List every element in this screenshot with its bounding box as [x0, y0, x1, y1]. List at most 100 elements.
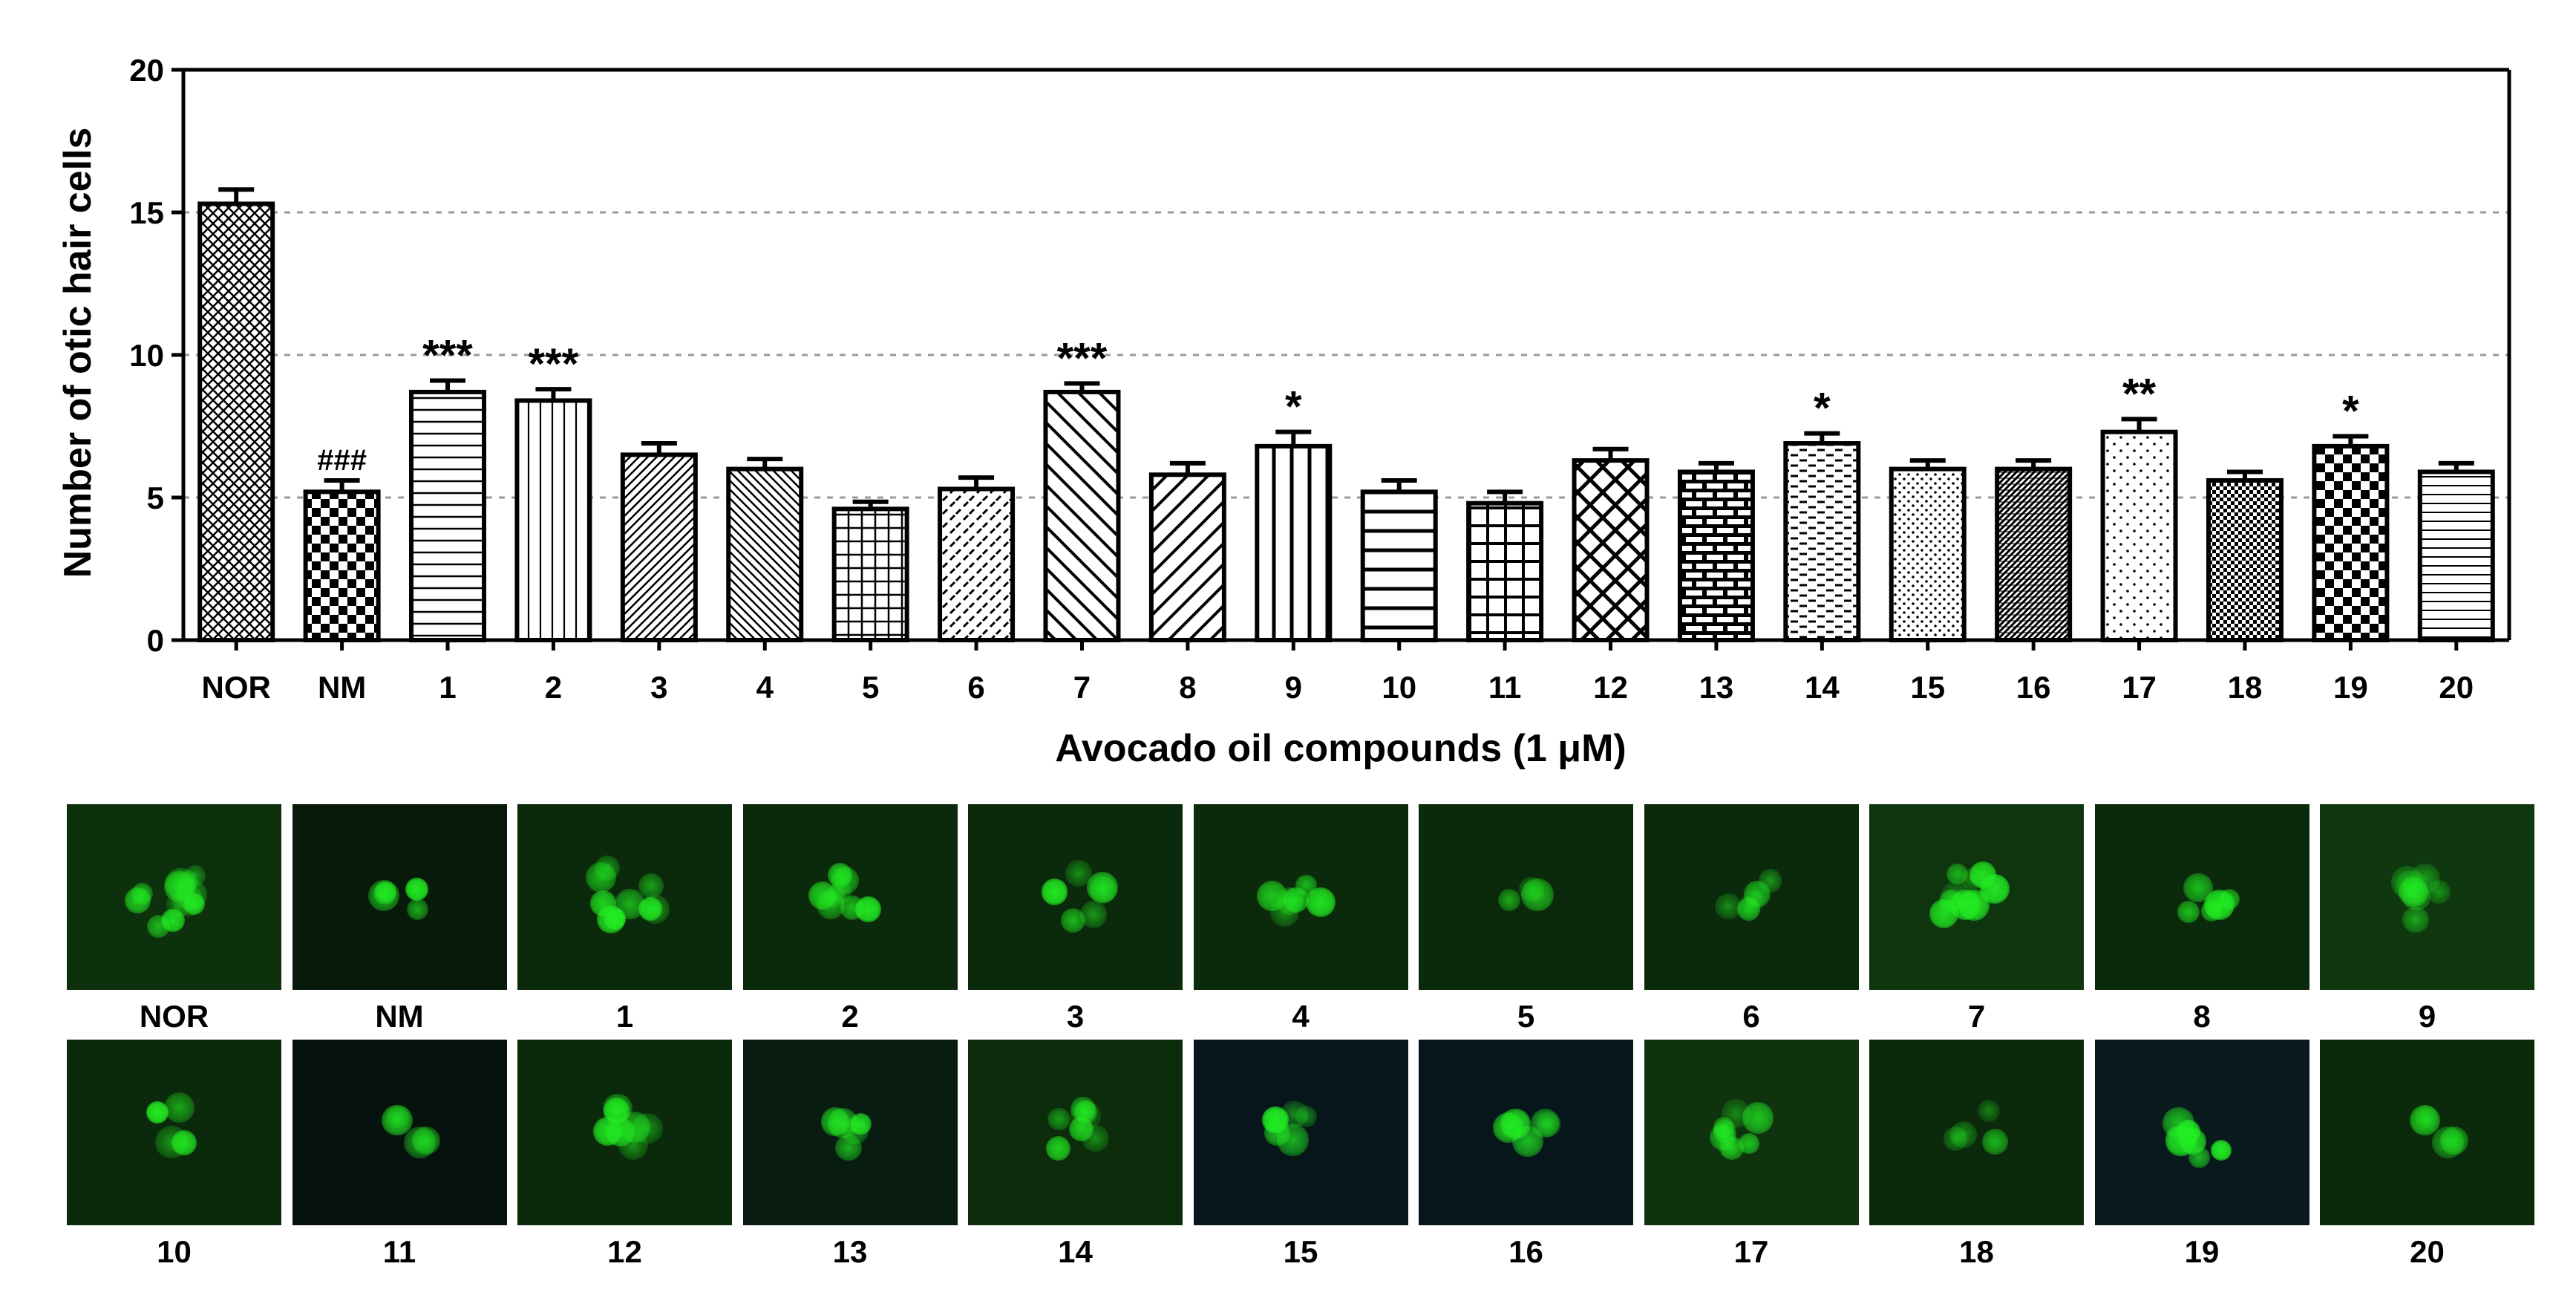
x-tick-label-3: 3 — [650, 670, 667, 705]
bar-10 — [1360, 489, 1438, 642]
hair-cell-spot — [638, 873, 664, 899]
hair-cell-spot — [618, 1111, 650, 1143]
micrograph-NOR — [67, 804, 281, 990]
hair-cell-spot — [1497, 888, 1520, 911]
bar-17 — [2100, 429, 2178, 642]
hair-cell-spot — [2218, 889, 2240, 910]
x-tick-label-1: 1 — [439, 670, 456, 705]
hair-cell-spot — [1958, 889, 1990, 921]
hair-cell-spot — [1276, 887, 1304, 916]
y-tick-label-10: 10 — [129, 338, 164, 373]
bar-5 — [831, 506, 909, 642]
micrograph-15 — [1193, 1040, 1408, 1225]
significance-annotations: ###*** *** **** * ** * — [317, 332, 2359, 477]
hair-cell-spot — [1047, 1107, 1070, 1130]
micrograph-12 — [517, 1040, 732, 1225]
micrograph-4 — [1193, 804, 1408, 990]
micrograph-2 — [742, 804, 958, 990]
x-tick-label-20: 20 — [2439, 670, 2474, 705]
micrograph-1 — [517, 804, 732, 990]
micrograph-10 — [67, 1040, 281, 1225]
y-axis-ticks: 0 5 10 15 20 — [129, 53, 183, 658]
micrograph-18 — [1869, 1040, 2084, 1225]
micrograph-label-11: 11 — [382, 1234, 416, 1269]
bar-14 — [1783, 441, 1861, 642]
hair-cell-spot — [1950, 1121, 1978, 1148]
hair-cell-spot — [2431, 1126, 2464, 1158]
micrograph-3 — [968, 804, 1183, 990]
hair-cell-spot — [594, 855, 621, 881]
micrograph-label-3: 3 — [1066, 999, 1085, 1034]
bar-3 — [620, 452, 698, 643]
micrograph-6 — [1644, 804, 1859, 990]
x-tick-label-13: 13 — [1699, 670, 1734, 705]
x-tick-label-5: 5 — [862, 670, 879, 705]
x-tick-label-6: 6 — [967, 670, 984, 705]
bar-15 — [1889, 466, 1967, 642]
y-tick-label-20: 20 — [129, 53, 164, 88]
x-tick-label-11: 11 — [1488, 670, 1521, 705]
hair-cell-spot — [375, 880, 397, 903]
micrograph-label-NOR: NOR — [139, 999, 209, 1034]
hair-cell-spot — [2427, 880, 2451, 904]
significance-1: *** — [422, 332, 473, 380]
bar-2 — [514, 398, 592, 642]
significance-9: * — [1285, 383, 1302, 431]
micrograph-14 — [968, 1040, 1183, 1225]
x-tick-label-2: 2 — [545, 670, 562, 705]
micrograph-label-16: 16 — [1508, 1234, 1543, 1269]
hair-cell-spot — [1041, 878, 1068, 905]
micrograph-7 — [1869, 804, 2084, 990]
bar-4 — [726, 466, 804, 642]
grid-lines — [183, 211, 2509, 499]
micrograph-label-1: 1 — [615, 999, 634, 1034]
bar-NOR — [197, 201, 275, 643]
micrograph-label-15: 15 — [1283, 1234, 1318, 1269]
x-tick-label-10: 10 — [1382, 670, 1416, 705]
bar-7 — [1043, 389, 1121, 642]
x-tick-label-19: 19 — [2333, 670, 2368, 705]
hair-cell-spot — [854, 896, 882, 923]
micrograph-8 — [2094, 804, 2309, 990]
y-axis-title: Number of otic hair cells — [56, 128, 99, 578]
micrograph-20 — [2320, 1040, 2534, 1225]
micrograph-5 — [1419, 804, 1633, 990]
hair-cell-spot — [1086, 872, 1118, 904]
x-tick-label-7: 7 — [1073, 670, 1091, 705]
micrograph-13 — [742, 1040, 958, 1225]
bar-6 — [938, 486, 1016, 642]
micrograph-label-17: 17 — [1733, 1234, 1769, 1269]
hair-cell-spot — [2409, 1104, 2441, 1136]
hair-cell-spot — [1519, 876, 1544, 902]
micrograph-label-13: 13 — [832, 1234, 868, 1269]
hair-cell-spot — [1977, 1099, 2001, 1123]
micrograph-label-9: 9 — [2418, 999, 2436, 1034]
hair-cell-spot — [1743, 880, 1771, 908]
micrograph-label-2: 2 — [841, 999, 859, 1034]
significance-2: *** — [529, 340, 579, 388]
micrograph-NM — [292, 804, 507, 990]
micrograph-label-4: 4 — [1292, 999, 1310, 1034]
x-axis-title: Avocado oil compounds (1 μM) — [1055, 727, 1626, 770]
hair-cell-spot — [1738, 1132, 1759, 1154]
significance-17: ** — [2122, 370, 2157, 418]
micrograph-label-10: 10 — [157, 1234, 192, 1269]
hair-cell-spot — [817, 891, 845, 920]
hair-cell-spot — [382, 1104, 413, 1136]
bar-12 — [1572, 458, 1650, 643]
hair-cell-spot — [827, 863, 852, 888]
micrograph-19 — [2094, 1040, 2309, 1225]
x-tick-label-18: 18 — [2228, 670, 2263, 705]
hair-cell-spot — [405, 877, 429, 901]
hair-cell-spot — [2211, 1139, 2232, 1161]
hair-cell-spot — [835, 1134, 862, 1161]
image-panel-row-2: 10 11 12 13 14 15 16 17 18 19 20 — [0, 1040, 2576, 1292]
micrograph-11 — [292, 1040, 507, 1225]
bar-18 — [2206, 477, 2284, 643]
micrograph-label-20: 20 — [2410, 1234, 2445, 1269]
x-tick-label-9: 9 — [1285, 670, 1302, 705]
hair-cell-spot — [404, 1126, 437, 1158]
bar-9 — [1255, 443, 1333, 642]
bar-19 — [2312, 443, 2390, 642]
